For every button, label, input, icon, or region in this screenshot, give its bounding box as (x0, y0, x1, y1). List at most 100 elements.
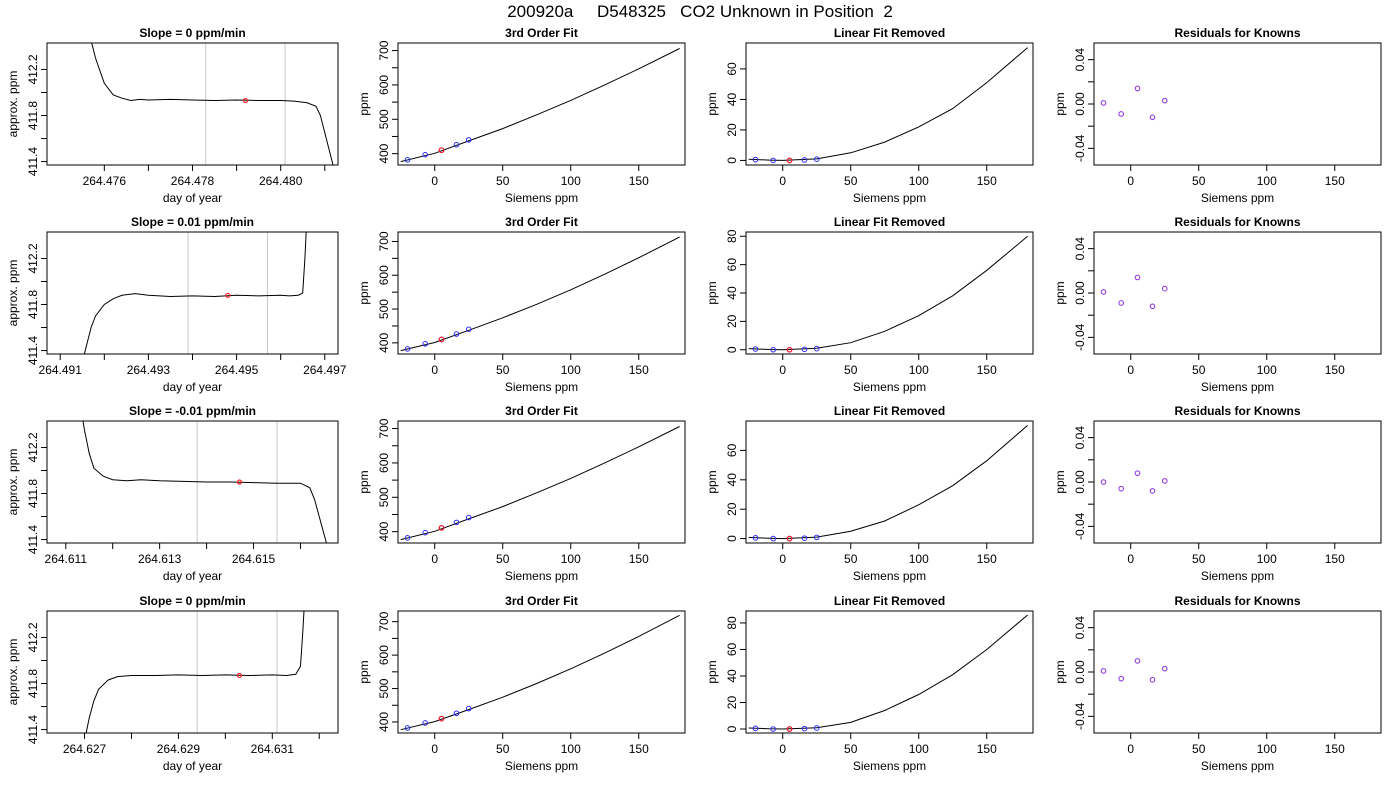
plot-frame (745, 610, 1034, 734)
x-tick-label: 264.631 (251, 742, 295, 756)
unknown-point (786, 535, 793, 542)
y-tick-label: 40 (725, 286, 739, 300)
y-tick-label: 0.04 (1073, 237, 1087, 261)
x-tick-label: 0 (779, 742, 786, 756)
x-tick-label: 50 (496, 174, 510, 188)
known-point (453, 519, 460, 526)
unknown-point (786, 726, 793, 732)
y-axis-label: approx. ppm (6, 260, 20, 327)
y-tick-label: 411.4 (26, 147, 40, 176)
y-tick-label: 20 (725, 123, 739, 137)
x-tick-label: 50 (1192, 552, 1206, 566)
unknown-point (438, 524, 445, 531)
plot-frame (46, 610, 339, 734)
plot-frame (745, 42, 1034, 166)
x-tick-label: 100 (909, 363, 929, 377)
known-point (1134, 470, 1141, 476)
y-tick-label: 0.00 (1073, 470, 1087, 494)
unknown-point (786, 157, 793, 164)
y-tick-label: 80 (725, 616, 739, 630)
y-tick-label: 400 (377, 143, 391, 163)
x-tick-label: 100 (1257, 363, 1277, 377)
known-point (801, 535, 808, 541)
unknown-point (438, 147, 445, 154)
panel-residuals-row2: Residuals for Knowns 0 50 100 150 -0.04 0.00 0.… (1053, 404, 1382, 583)
known-point (1161, 97, 1168, 104)
y-tick-label: -0.04 (1073, 323, 1087, 351)
x-axis-label: Siemens ppm (505, 569, 578, 583)
series-line (748, 425, 1028, 540)
known-point (813, 534, 820, 541)
x-axis-label: Siemens ppm (1201, 569, 1274, 583)
x-tick-label: 0 (779, 363, 786, 377)
y-axis-label: approx. ppm (6, 639, 20, 706)
y-tick-label: 412.2 (26, 54, 40, 84)
y-tick-label: 0.04 (1073, 616, 1087, 640)
x-tick-label: 0 (779, 552, 786, 566)
y-tick-label: 500 (377, 678, 391, 698)
y-tick-label: 40 (725, 92, 739, 106)
x-tick-label: 264.627 (63, 742, 107, 756)
y-tick-label: 400 (377, 333, 391, 353)
x-axis-label: Siemens ppm (1201, 380, 1274, 394)
known-point (801, 725, 808, 732)
x-tick-label: 0 (1127, 742, 1134, 756)
known-point (1118, 485, 1125, 492)
unknown-point (438, 715, 445, 722)
x-axis-label: day of year (163, 759, 222, 773)
x-tick-label: 100 (561, 363, 581, 377)
panel-title: Linear Fit Removed (834, 594, 945, 608)
known-point (422, 720, 429, 726)
x-tick-label: 100 (1257, 552, 1277, 566)
x-tick-label: 50 (496, 552, 510, 566)
panel-title: Linear Fit Removed (834, 215, 945, 229)
x-tick-label: 100 (1257, 742, 1277, 756)
y-tick-label: 600 (377, 75, 391, 95)
series-line (85, 611, 305, 733)
y-tick-label: 600 (377, 453, 391, 473)
y-tick-label: 411.8 (26, 479, 40, 508)
known-point (1118, 111, 1125, 117)
y-tick-label: 600 (377, 265, 391, 285)
y-tick-label: 411.4 (26, 715, 40, 744)
x-tick-label: 150 (977, 363, 997, 377)
x-axis-label: day of year (163, 191, 222, 205)
known-point (453, 710, 460, 717)
x-tick-label: 0 (431, 742, 438, 756)
known-point (752, 346, 759, 352)
y-tick-label: 20 (725, 314, 739, 328)
y-tick-label: 500 (377, 109, 391, 129)
x-tick-label: 0 (431, 363, 438, 377)
panel-title: 3rd Order Fit (505, 215, 578, 229)
y-axis-label: ppm (705, 92, 719, 115)
unknown-marker (236, 479, 243, 485)
y-axis-label: ppm (357, 660, 371, 683)
panel-timeseries-row2: Slope = -0.01 ppm/min 264.611 264.613 264.6… (6, 404, 339, 583)
x-tick-label: 0 (779, 174, 786, 188)
known-point (1100, 289, 1107, 295)
known-point (465, 705, 472, 712)
x-tick-label: 100 (909, 552, 929, 566)
y-tick-label: 411.8 (26, 669, 40, 698)
plot-frame (397, 610, 686, 734)
x-tick-label: 0 (1127, 552, 1134, 566)
y-tick-label: -0.04 (1073, 512, 1087, 540)
plot-frame (1093, 420, 1382, 544)
panel-title: Residuals for Knowns (1174, 26, 1300, 40)
series-line (91, 43, 334, 165)
x-axis-label: Siemens ppm (853, 569, 926, 583)
plot-frame (745, 420, 1034, 544)
x-tick-label: 0 (1127, 174, 1134, 188)
y-tick-label: 412.2 (26, 432, 40, 462)
known-point (465, 326, 472, 333)
x-tick-label: 100 (561, 742, 581, 756)
y-tick-label: 400 (377, 521, 391, 541)
panel-title: Residuals for Knowns (1174, 404, 1300, 418)
panel-title: Linear Fit Removed (834, 26, 945, 40)
x-tick-label: 264.478 (171, 174, 215, 188)
y-tick-label: 411.8 (26, 290, 40, 319)
known-point (1161, 285, 1168, 292)
x-tick-label: 264.629 (157, 742, 201, 756)
known-point (1134, 274, 1141, 281)
x-tick-label: 264.613 (138, 552, 182, 566)
